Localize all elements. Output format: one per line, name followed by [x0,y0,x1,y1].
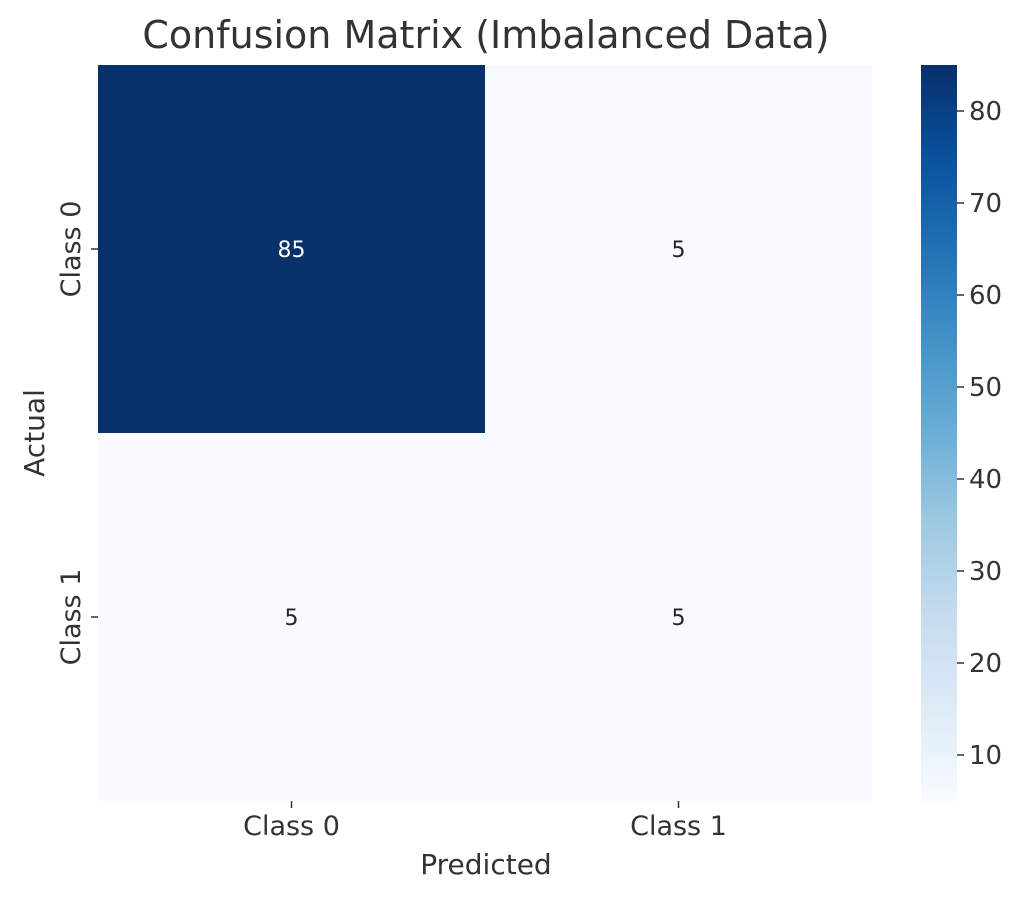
cell-value-label: 5 [672,238,686,263]
colorbar-tick-label: 30 [969,557,1002,587]
y-axis-label: Actual [18,389,51,477]
heatmap-cell [485,65,872,433]
y-axis: Class 0 Class 1 [56,201,98,666]
chart-title: Confusion Matrix (Imbalanced Data) [142,13,829,57]
colorbar-tick-label: 80 [969,97,1002,127]
x-tick-label: Class 0 [243,811,340,842]
colorbar-tick-label: 40 [969,465,1002,495]
x-axis: Class 0 Class 1 [243,801,727,842]
x-axis-label: Predicted [420,848,551,881]
heatmap-cell [98,65,485,433]
cell-value-label: 85 [278,238,306,263]
cell-value-label: 5 [285,606,299,631]
colorbar-tick-label: 20 [969,649,1002,679]
colorbar-tick-label: 70 [969,189,1002,219]
colorbar-tick-label: 60 [969,281,1002,311]
heatmap-cell [485,433,872,801]
y-tick-label: Class 1 [56,569,87,666]
colorbar-tick-label: 50 [969,373,1002,403]
colorbar-tick-label: 10 [969,741,1002,771]
heatmap-cell [98,433,485,801]
colorbar [921,65,957,801]
x-tick-label: Class 1 [630,811,727,842]
colorbar-ticks: 10 20 30 40 50 60 70 80 [957,97,1002,771]
cell-annotations: 85 5 5 5 [278,238,686,631]
y-tick-label: Class 0 [56,201,87,298]
cell-value-label: 5 [672,606,686,631]
heatmap-cells [98,65,872,801]
